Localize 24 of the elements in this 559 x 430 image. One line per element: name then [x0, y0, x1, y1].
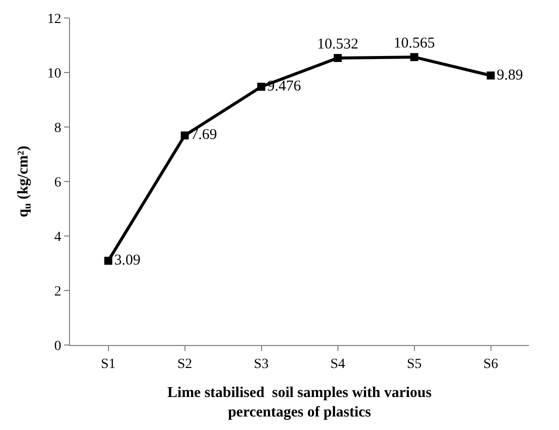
y-tick-label: 6: [54, 175, 62, 190]
point: [334, 54, 342, 62]
x-tick-label: S3: [254, 356, 269, 372]
y-tick-label: 8: [54, 120, 62, 136]
point: [257, 82, 266, 91]
point: [104, 256, 112, 265]
point: [410, 53, 418, 62]
data-label: 9.89: [496, 67, 523, 84]
y-tick-label: 0: [54, 338, 62, 354]
point: [180, 131, 189, 140]
x-tick-label: S1: [100, 356, 116, 372]
data-label: 10.565: [394, 35, 435, 52]
x-axis-title: Lime stabilised soil samples with various percentages of plastics: [167, 384, 432, 420]
x-tick-label: S6: [483, 356, 498, 372]
y-tick-label: 2: [54, 284, 62, 300]
y-tick-label: 10: [47, 66, 62, 82]
point: [486, 72, 495, 80]
y-tick-label: 4: [54, 230, 62, 245]
y-tick-label: 12: [47, 12, 62, 27]
x-tick-label: S5: [406, 356, 422, 372]
data-label: 3.09: [114, 252, 140, 269]
data-label: 10.532: [317, 36, 358, 52]
x-tick-label: S4: [330, 356, 346, 372]
x-tick-label: S2: [177, 356, 192, 372]
